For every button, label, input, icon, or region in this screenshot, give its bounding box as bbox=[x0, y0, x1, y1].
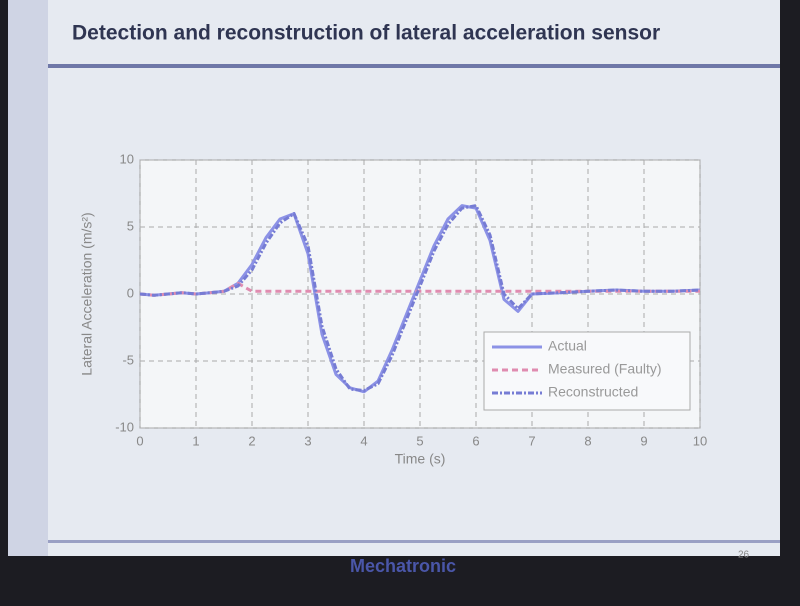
x-tick-label: 4 bbox=[360, 433, 367, 448]
x-tick-label: 3 bbox=[304, 433, 311, 448]
series-line bbox=[139, 204, 701, 392]
y-tick-label: -5 bbox=[122, 352, 134, 367]
title-rule bbox=[48, 64, 780, 68]
x-tick-label: 6 bbox=[472, 433, 479, 448]
y-tick-label: 5 bbox=[127, 218, 134, 233]
series-line bbox=[139, 281, 700, 297]
footer-rule bbox=[48, 540, 780, 543]
y-tick-label: 0 bbox=[127, 285, 134, 300]
x-tick-label: 1 bbox=[192, 433, 199, 448]
legend-label: Actual bbox=[548, 338, 587, 354]
y-tick-label: -10 bbox=[115, 419, 134, 434]
x-tick-label: 5 bbox=[416, 433, 423, 448]
slide-title: Detection and reconstruction of lateral … bbox=[72, 22, 660, 45]
chart: 0 1 2 3 4 5 6 7 8 9 10 -10 -5 0 5 10 Time (s) Lateral Acc… bbox=[79, 151, 708, 466]
legend-label: Measured (Faulty) bbox=[548, 361, 662, 377]
y-axis-label: Lateral Acceleration (m/s²) bbox=[79, 212, 95, 375]
y-tick-label: 10 bbox=[120, 151, 134, 166]
x-tick-label: 10 bbox=[693, 433, 707, 448]
x-axis-label: Time (s) bbox=[395, 451, 446, 467]
legend-label: Reconstructed bbox=[548, 384, 638, 400]
x-tick-label: 9 bbox=[640, 433, 647, 448]
logo-text: Mechatronic bbox=[350, 556, 456, 576]
x-tick-label: 0 bbox=[136, 433, 143, 448]
legend-box bbox=[483, 331, 691, 411]
x-tick-label: 8 bbox=[584, 433, 591, 448]
slide-side-band bbox=[8, 0, 48, 556]
x-tick-label: 7 bbox=[528, 433, 535, 448]
x-tick-label: 2 bbox=[248, 433, 255, 448]
page-number: 26 bbox=[738, 550, 750, 561]
